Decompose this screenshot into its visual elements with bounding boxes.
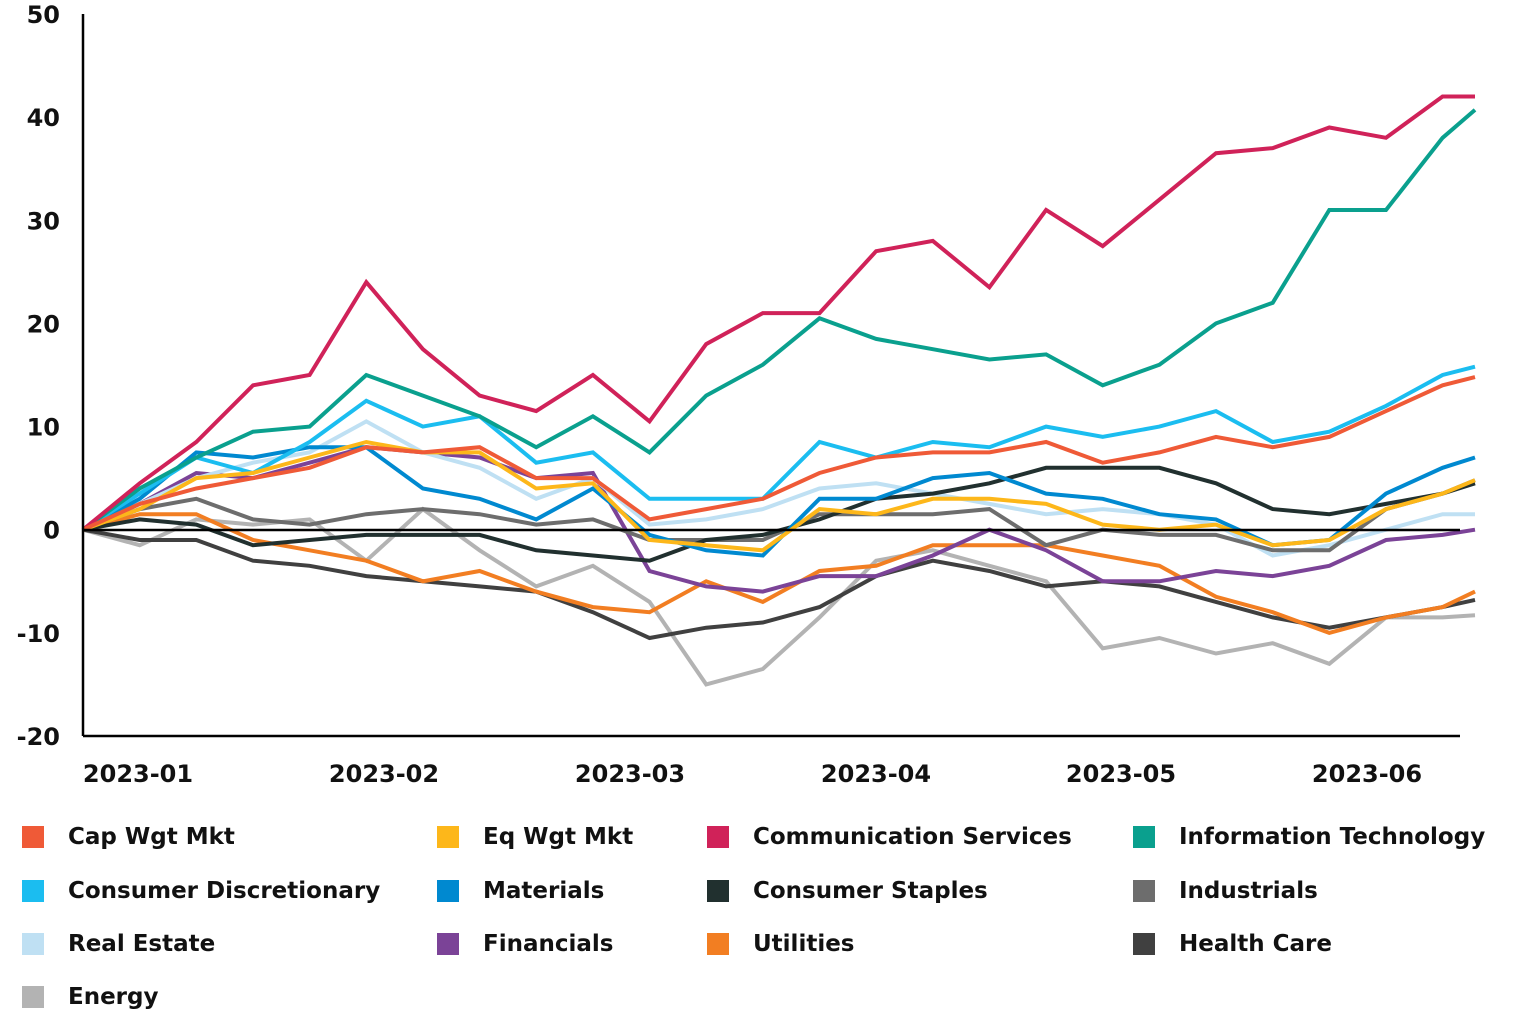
x-tick-label: 2023-04 xyxy=(821,760,931,788)
legend-label: Materials xyxy=(483,878,605,904)
series-layer xyxy=(81,94,1477,687)
legend-item-consumer-discretionary: Consumer Discretionary xyxy=(22,876,380,906)
y-tick-label: 10 xyxy=(27,414,60,442)
series-line-consumer-discretionary xyxy=(81,364,1476,532)
y-tick-label: 30 xyxy=(27,207,60,235)
legend-item-industrials: Industrials xyxy=(1133,876,1318,906)
legend-swatch xyxy=(707,933,729,955)
series-line-real-estate xyxy=(82,419,1475,558)
legend-label: Utilities xyxy=(753,931,855,957)
y-tick-label: 0 xyxy=(43,517,60,545)
legend-label: Energy xyxy=(68,984,159,1010)
y-tick-label: 20 xyxy=(27,310,60,338)
legend-label: Consumer Discretionary xyxy=(68,878,381,904)
legend-swatch xyxy=(1133,933,1155,955)
legend-item-health-care: Health Care xyxy=(1133,929,1332,959)
legend-item-information-technology: Information Technology xyxy=(1133,822,1485,852)
x-tick-label: 2023-02 xyxy=(329,760,439,788)
x-tick-label: 2023-01 xyxy=(83,760,193,788)
legend-label: Health Care xyxy=(1179,931,1332,957)
y-tick-label: -20 xyxy=(17,723,60,751)
series-line-energy xyxy=(82,506,1476,687)
legend-item-energy: Energy xyxy=(22,982,158,1012)
legend-swatch xyxy=(437,933,459,955)
series-line-financials xyxy=(82,445,1476,594)
x-tick-label: 2023-05 xyxy=(1066,760,1176,788)
legend-item-cap-wgt-mkt: Cap Wgt Mkt xyxy=(22,822,235,852)
legend-item-real-estate: Real Estate xyxy=(22,929,215,959)
x-tick-label: 2023-03 xyxy=(575,760,685,788)
legend-swatch xyxy=(437,826,459,848)
legend-swatch xyxy=(22,933,44,955)
y-tick-label: -10 xyxy=(17,620,60,648)
y-tick-labels: 50 40 30 20 10 0 -10 -20 xyxy=(17,1,60,751)
legend-swatch xyxy=(22,826,44,848)
legend-item-consumer-staples: Consumer Staples xyxy=(707,876,988,906)
legend-swatch xyxy=(1133,880,1155,902)
legend-item-eq-wgt-mkt: Eq Wgt Mkt xyxy=(437,822,633,852)
legend-item-financials: Financials xyxy=(437,929,613,959)
series-line-information-technology xyxy=(81,108,1477,532)
legend-swatch xyxy=(437,880,459,902)
legend-label: Real Estate xyxy=(68,931,216,957)
x-tick-labels: 2023-01 2023-02 2023-03 2023-04 2023-05 2023-… xyxy=(83,760,1422,788)
legend-label: Cap Wgt Mkt xyxy=(68,824,235,850)
series-line-communication-services xyxy=(81,94,1475,532)
legend-item-materials: Materials xyxy=(437,876,604,906)
series-line-health-care xyxy=(82,527,1476,641)
legend-label: Industrials xyxy=(1179,878,1318,904)
legend-label: Eq Wgt Mkt xyxy=(483,824,634,850)
x-tick-label: 2023-06 xyxy=(1312,760,1422,788)
legend-label: Consumer Staples xyxy=(753,878,988,904)
y-tick-label: 40 xyxy=(27,104,60,132)
legend-label: Information Technology xyxy=(1179,824,1486,850)
legend-swatch xyxy=(22,986,44,1008)
legend-item-utilities: Utilities xyxy=(707,929,855,959)
y-tick-label: 50 xyxy=(27,1,60,29)
legend-swatch xyxy=(22,880,44,902)
series-line-cap-wgt-mkt xyxy=(82,375,1476,532)
series-line-utilities xyxy=(82,512,1476,635)
legend-swatch xyxy=(707,826,729,848)
legend-swatch xyxy=(707,880,729,902)
legend-item-communication-services: Communication Services xyxy=(707,822,1072,852)
legend-label: Financials xyxy=(483,931,614,957)
legend-swatch xyxy=(1133,826,1155,848)
legend-label: Communication Services xyxy=(753,824,1072,850)
